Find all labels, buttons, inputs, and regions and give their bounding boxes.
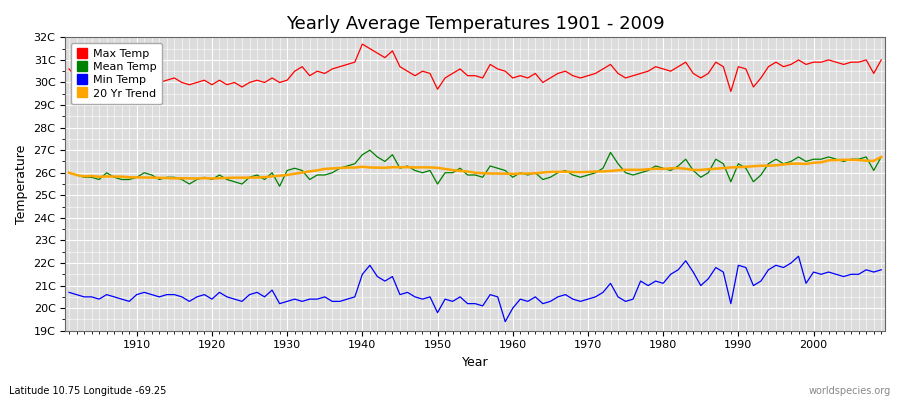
Text: worldspecies.org: worldspecies.org bbox=[809, 386, 891, 396]
X-axis label: Year: Year bbox=[462, 356, 489, 369]
Y-axis label: Temperature: Temperature bbox=[15, 144, 28, 224]
Legend: Max Temp, Mean Temp, Min Temp, 20 Yr Trend: Max Temp, Mean Temp, Min Temp, 20 Yr Tre… bbox=[71, 43, 162, 104]
Text: Latitude 10.75 Longitude -69.25: Latitude 10.75 Longitude -69.25 bbox=[9, 386, 166, 396]
Title: Yearly Average Temperatures 1901 - 2009: Yearly Average Temperatures 1901 - 2009 bbox=[286, 15, 664, 33]
